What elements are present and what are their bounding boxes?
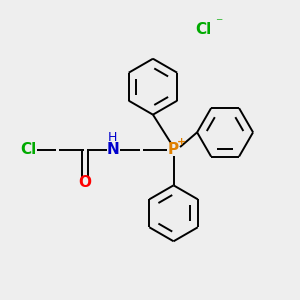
Text: P: P [168, 142, 179, 158]
Text: +: + [177, 137, 186, 147]
Text: N: N [107, 142, 120, 157]
Text: Cl: Cl [195, 22, 211, 37]
Text: H: H [108, 131, 118, 144]
Text: O: O [79, 176, 92, 190]
Text: Cl: Cl [21, 142, 37, 158]
Text: ⁻: ⁻ [215, 16, 223, 30]
